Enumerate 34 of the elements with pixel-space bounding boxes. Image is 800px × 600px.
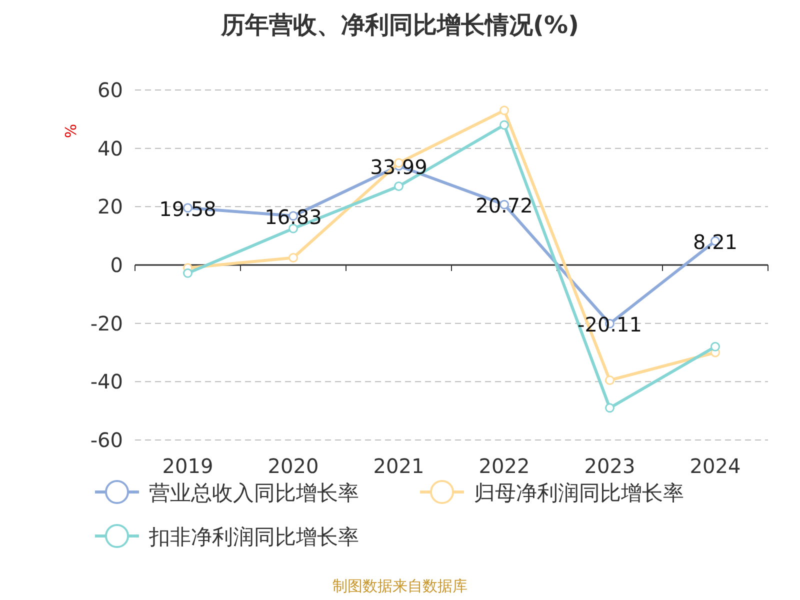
data-label: 19.58	[159, 196, 216, 221]
x-tick-label: 2019	[162, 454, 214, 478]
y-tick-label: -60	[90, 428, 123, 452]
x-tick-label: 2024	[690, 454, 741, 478]
point	[288, 224, 298, 234]
chart-title: 历年营收、净利同比增长情况(%)	[220, 11, 579, 39]
data-label: -20.11	[578, 312, 642, 337]
y-tick-label: -40	[90, 370, 123, 394]
point	[500, 106, 509, 116]
y-tick-label: -20	[90, 311, 123, 336]
x-tick-label: 2020	[268, 454, 319, 478]
y-tick-label: 60	[98, 78, 123, 102]
point	[183, 268, 192, 278]
x-tick-label: 2023	[584, 454, 636, 478]
data-label: 8.21	[692, 230, 738, 254]
y-tick-label: 20	[98, 194, 123, 219]
point	[710, 342, 720, 352]
data-label: 16.83	[264, 204, 322, 229]
x-tick-label: 2021	[373, 454, 424, 478]
point	[288, 252, 298, 262]
data-label: 20.72	[476, 194, 533, 218]
legend-label: 归母净利润同比增长率	[474, 481, 684, 505]
text: 制图数据来自数据库	[332, 577, 468, 595]
y-axis-title: %	[62, 124, 80, 138]
legend-label: 扣非净利润同比增长率	[148, 525, 359, 549]
y-tick-label: 0	[110, 253, 123, 277]
y-tick-label: 40	[98, 136, 123, 160]
data-label: 33.99	[370, 154, 428, 179]
point	[500, 120, 509, 130]
point	[394, 182, 404, 191]
x-tick-label: 2022	[478, 454, 530, 478]
point	[605, 403, 614, 413]
point	[605, 375, 614, 385]
legend-label: 营业总收入同比增长率	[149, 481, 359, 505]
